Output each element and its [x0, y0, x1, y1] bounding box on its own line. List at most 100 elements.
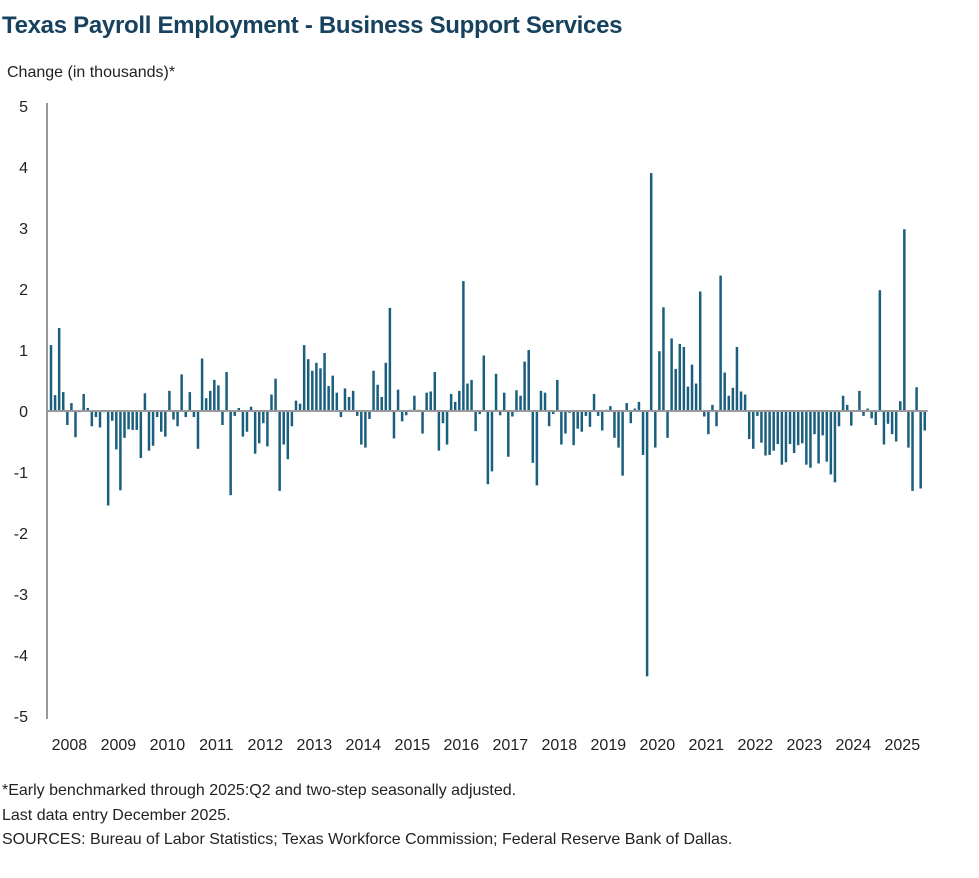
x-tick-label: 2008	[52, 737, 88, 754]
bar	[445, 411, 449, 445]
bar	[588, 411, 592, 427]
x-tick-label: 2016	[444, 737, 480, 754]
bar	[703, 411, 706, 417]
bar	[694, 383, 698, 411]
bar	[270, 394, 273, 411]
x-tick-label: 2019	[591, 737, 627, 754]
bar	[923, 411, 927, 431]
bar	[204, 398, 208, 411]
y-tick-label: 1	[19, 343, 28, 360]
y-tick-label: 4	[19, 160, 28, 177]
x-tick-label: 2024	[836, 737, 872, 754]
bar	[425, 392, 428, 411]
bar-chart: 5 4 3 2 1 0 -1 -2 -3 -4 -5 2008 2009 2010 2011 2012 201…	[14, 99, 928, 754]
bar	[147, 411, 151, 451]
bar	[874, 411, 878, 426]
bar	[515, 390, 518, 411]
bar	[858, 390, 861, 411]
bar	[837, 411, 841, 427]
bar	[649, 173, 653, 411]
x-tick-label: 2015	[395, 737, 431, 754]
bar	[376, 384, 379, 411]
bar	[192, 411, 196, 418]
bar	[213, 379, 216, 411]
footnote: *Early benchmarked through 2025:Q2 and t…	[2, 782, 517, 799]
bar	[690, 364, 694, 411]
bar	[621, 411, 624, 476]
bar	[539, 390, 543, 411]
bar	[470, 379, 473, 411]
bar	[698, 291, 702, 411]
bar	[502, 392, 506, 411]
bar	[176, 411, 179, 427]
bar	[870, 411, 873, 419]
bar	[106, 411, 110, 506]
bar	[200, 358, 204, 411]
bar	[723, 372, 726, 411]
bar	[311, 370, 314, 411]
y-tick-label: 0	[19, 404, 28, 421]
bar	[421, 411, 424, 434]
last-data-entry: Last data entry December 2025.	[2, 807, 231, 824]
bar	[262, 411, 265, 424]
bar	[739, 391, 743, 411]
bar	[266, 411, 269, 447]
bar	[433, 371, 437, 411]
bar	[315, 362, 318, 411]
y-tick-label: 5	[19, 99, 28, 116]
bar	[372, 370, 375, 411]
x-tick-label: 2009	[101, 737, 137, 754]
bar	[70, 403, 73, 411]
bar	[388, 307, 392, 411]
bar	[637, 401, 641, 411]
bar	[850, 411, 853, 426]
bar	[715, 411, 718, 427]
bar	[498, 411, 502, 416]
bar	[535, 411, 539, 486]
bar	[776, 411, 780, 444]
bar	[576, 411, 579, 429]
bar	[294, 400, 298, 411]
bar	[686, 386, 690, 411]
bar	[899, 401, 902, 411]
bar	[633, 408, 637, 411]
x-tick-label: 2012	[248, 737, 284, 754]
bar	[298, 403, 302, 411]
bar	[494, 373, 498, 411]
bar	[796, 411, 800, 446]
sources: SOURCES: Bureau of Labor Statistics; Tex…	[2, 831, 733, 848]
bar	[507, 411, 510, 457]
bar	[335, 392, 339, 411]
bar	[286, 411, 290, 460]
bar	[600, 411, 604, 431]
bar	[462, 281, 465, 411]
bar	[486, 411, 490, 485]
bar	[221, 411, 224, 426]
bar	[727, 395, 731, 411]
bar	[670, 338, 673, 411]
y-axis-label: Change (in thousands)*	[7, 64, 176, 81]
bar	[801, 411, 804, 444]
bar	[274, 378, 277, 411]
y-tick-label: 3	[19, 221, 28, 238]
bar	[278, 411, 281, 491]
bar	[257, 411, 261, 444]
bar	[360, 411, 363, 445]
bar	[339, 411, 343, 418]
bar	[511, 411, 514, 417]
bar	[711, 404, 714, 411]
bar	[682, 346, 686, 411]
chart-title: Texas Payroll Employment - Business Supp…	[2, 12, 623, 39]
bar	[625, 403, 628, 411]
bar	[760, 411, 763, 443]
bar	[617, 411, 620, 448]
bar	[123, 411, 126, 438]
bar	[833, 411, 837, 483]
x-tick-label: 2025	[885, 737, 921, 754]
bar	[531, 411, 535, 463]
bar	[780, 411, 784, 465]
bar	[645, 411, 649, 677]
bar	[813, 411, 816, 435]
y-tick-label: -4	[14, 648, 28, 665]
bar	[400, 411, 404, 422]
